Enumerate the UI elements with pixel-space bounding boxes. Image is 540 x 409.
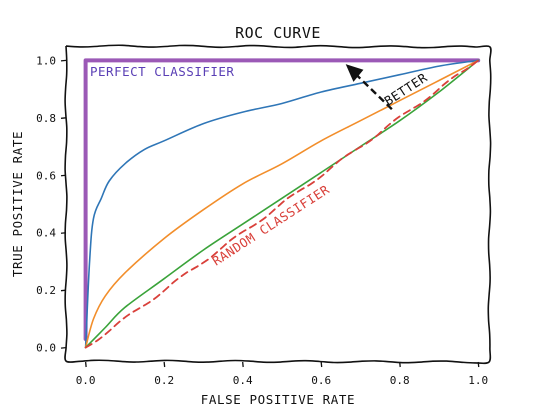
- x-tick: [399, 361, 401, 368]
- y-tick-label: 0.8: [36, 112, 56, 125]
- x-tick-label: 0.8: [390, 374, 410, 387]
- x-tick-label: 0.0: [76, 374, 96, 387]
- chart-title: ROC CURVE: [235, 24, 321, 42]
- x-tick: [163, 361, 166, 368]
- y-tick-label: 0.0: [36, 342, 56, 355]
- y-tick-label: 0.4: [36, 227, 56, 240]
- x-tick-label: 0.2: [154, 374, 174, 387]
- better-arrow: [355, 74, 393, 111]
- perfect-classifier-label: PERFECT CLASSIFIER: [90, 64, 234, 79]
- random-classifier-label: RANDOM CLASSIFIER: [209, 182, 332, 269]
- x-tick: [84, 361, 87, 368]
- plot-frame: [64, 44, 492, 365]
- roc-series-line: [84, 59, 479, 349]
- y-tick: [60, 289, 67, 292]
- y-tick-label: 0.6: [36, 169, 56, 182]
- x-axis-label: FALSE POSITIVE RATE: [201, 392, 355, 407]
- x-tick-label: 0.4: [233, 374, 253, 387]
- y-tick: [60, 174, 67, 177]
- y-axis-label: TRUE POSITIVE RATE: [10, 131, 25, 277]
- y-tick: [60, 117, 67, 119]
- better-arrow-head: [345, 64, 364, 82]
- x-tick: [320, 361, 323, 368]
- y-tick-label: 1.0: [36, 54, 56, 67]
- y-tick: [60, 232, 67, 234]
- y-tick: [60, 59, 67, 62]
- roc-series-line: [84, 59, 480, 349]
- x-tick-label: 0.6: [311, 374, 331, 387]
- x-tick: [242, 361, 244, 368]
- roc-series-line: [84, 59, 479, 349]
- x-tick-label: 1.0: [468, 374, 488, 387]
- y-tick-label: 0.2: [36, 284, 56, 297]
- roc-series-line: [83, 58, 481, 341]
- roc-series-line: [84, 59, 479, 349]
- x-tick: [477, 361, 480, 368]
- y-tick: [60, 346, 67, 349]
